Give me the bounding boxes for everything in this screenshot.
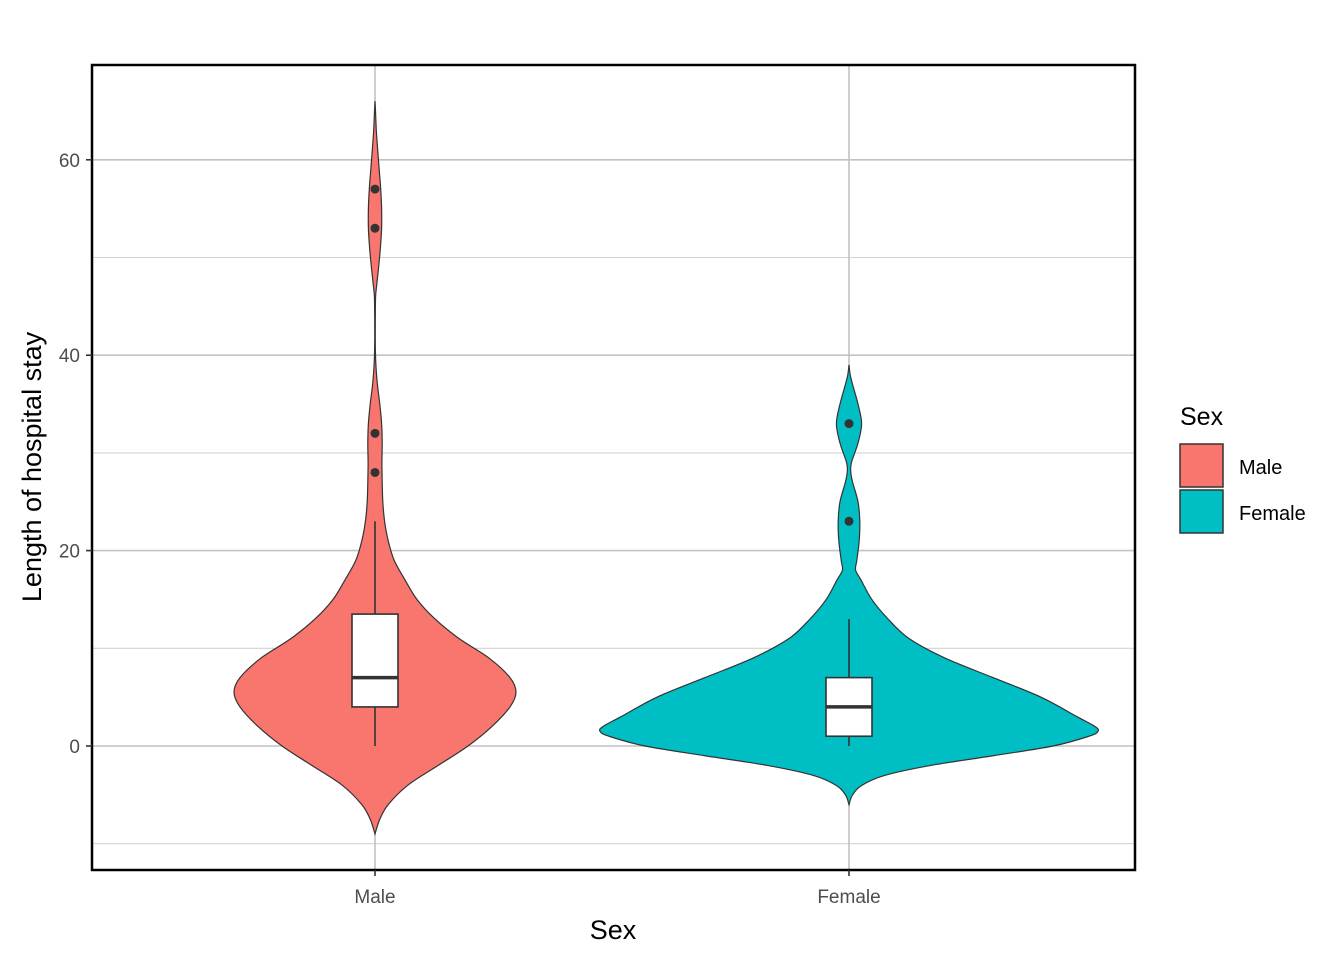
x-axis-ticks: Male Female <box>354 870 881 908</box>
outlier-point <box>844 516 854 526</box>
outlier-points <box>370 184 854 526</box>
violin-male <box>233 101 517 836</box>
y-tick-label: 20 <box>59 542 80 563</box>
legend: Sex Male Female <box>1179 403 1306 534</box>
legend-key-male <box>1179 443 1224 488</box>
outlier-point <box>370 467 380 477</box>
x-tick-label: Female <box>817 887 880 908</box>
legend-label-male: Male <box>1239 457 1282 479</box>
x-tick-label: Male <box>354 887 395 908</box>
y-axis-ticks: 0 20 40 60 <box>59 151 92 758</box>
outlier-point <box>370 184 380 194</box>
y-tick-label: 0 <box>69 737 80 758</box>
boxplots <box>351 521 873 746</box>
box-male <box>351 613 399 708</box>
panel-border <box>90 63 1137 872</box>
legend-title: Sex <box>1180 403 1224 431</box>
violin-female <box>598 364 1100 807</box>
violins <box>233 101 1100 836</box>
legend-label-female: Female <box>1239 503 1306 525</box>
outlier-point <box>370 223 380 233</box>
outlier-point <box>844 419 854 429</box>
y-axis-title: Length of hospital stay <box>17 331 47 602</box>
y-tick-label: 60 <box>59 151 80 172</box>
x-axis-title: Sex <box>590 915 637 945</box>
y-tick-label: 40 <box>59 346 80 367</box>
outlier-point <box>370 428 380 438</box>
legend-key-female <box>1179 489 1224 534</box>
